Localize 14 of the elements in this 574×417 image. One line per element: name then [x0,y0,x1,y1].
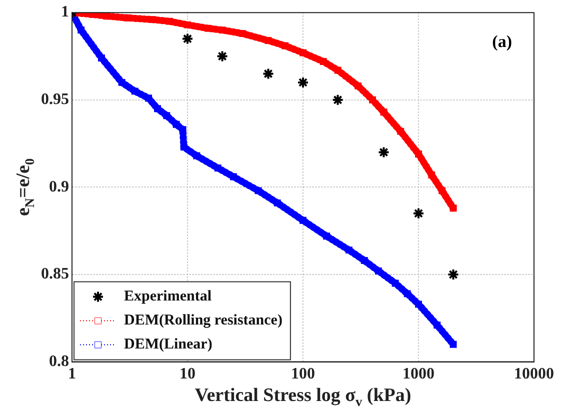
y-tick-label: 0.8 [49,352,69,370]
y-tick-label: 0.85 [41,266,69,283]
legend-label: DEM(Linear) [124,336,212,353]
y-tick-label: 1 [61,4,69,21]
legend-label: Experimental [124,288,212,305]
x-tick-label: 10 [180,366,196,383]
x-tick-label: 100 [291,366,315,383]
x-tick-label: 10000 [514,366,554,383]
x-tick-label: 1000 [402,366,434,383]
annotation: (a) [492,32,512,51]
y-axis-title: eN=e/e0 [12,158,38,216]
y-tick-label: 0.9 [49,178,69,196]
legend-label: DEM(Rolling resistance) [124,312,282,329]
y-tick-label: 0.95 [41,91,69,108]
